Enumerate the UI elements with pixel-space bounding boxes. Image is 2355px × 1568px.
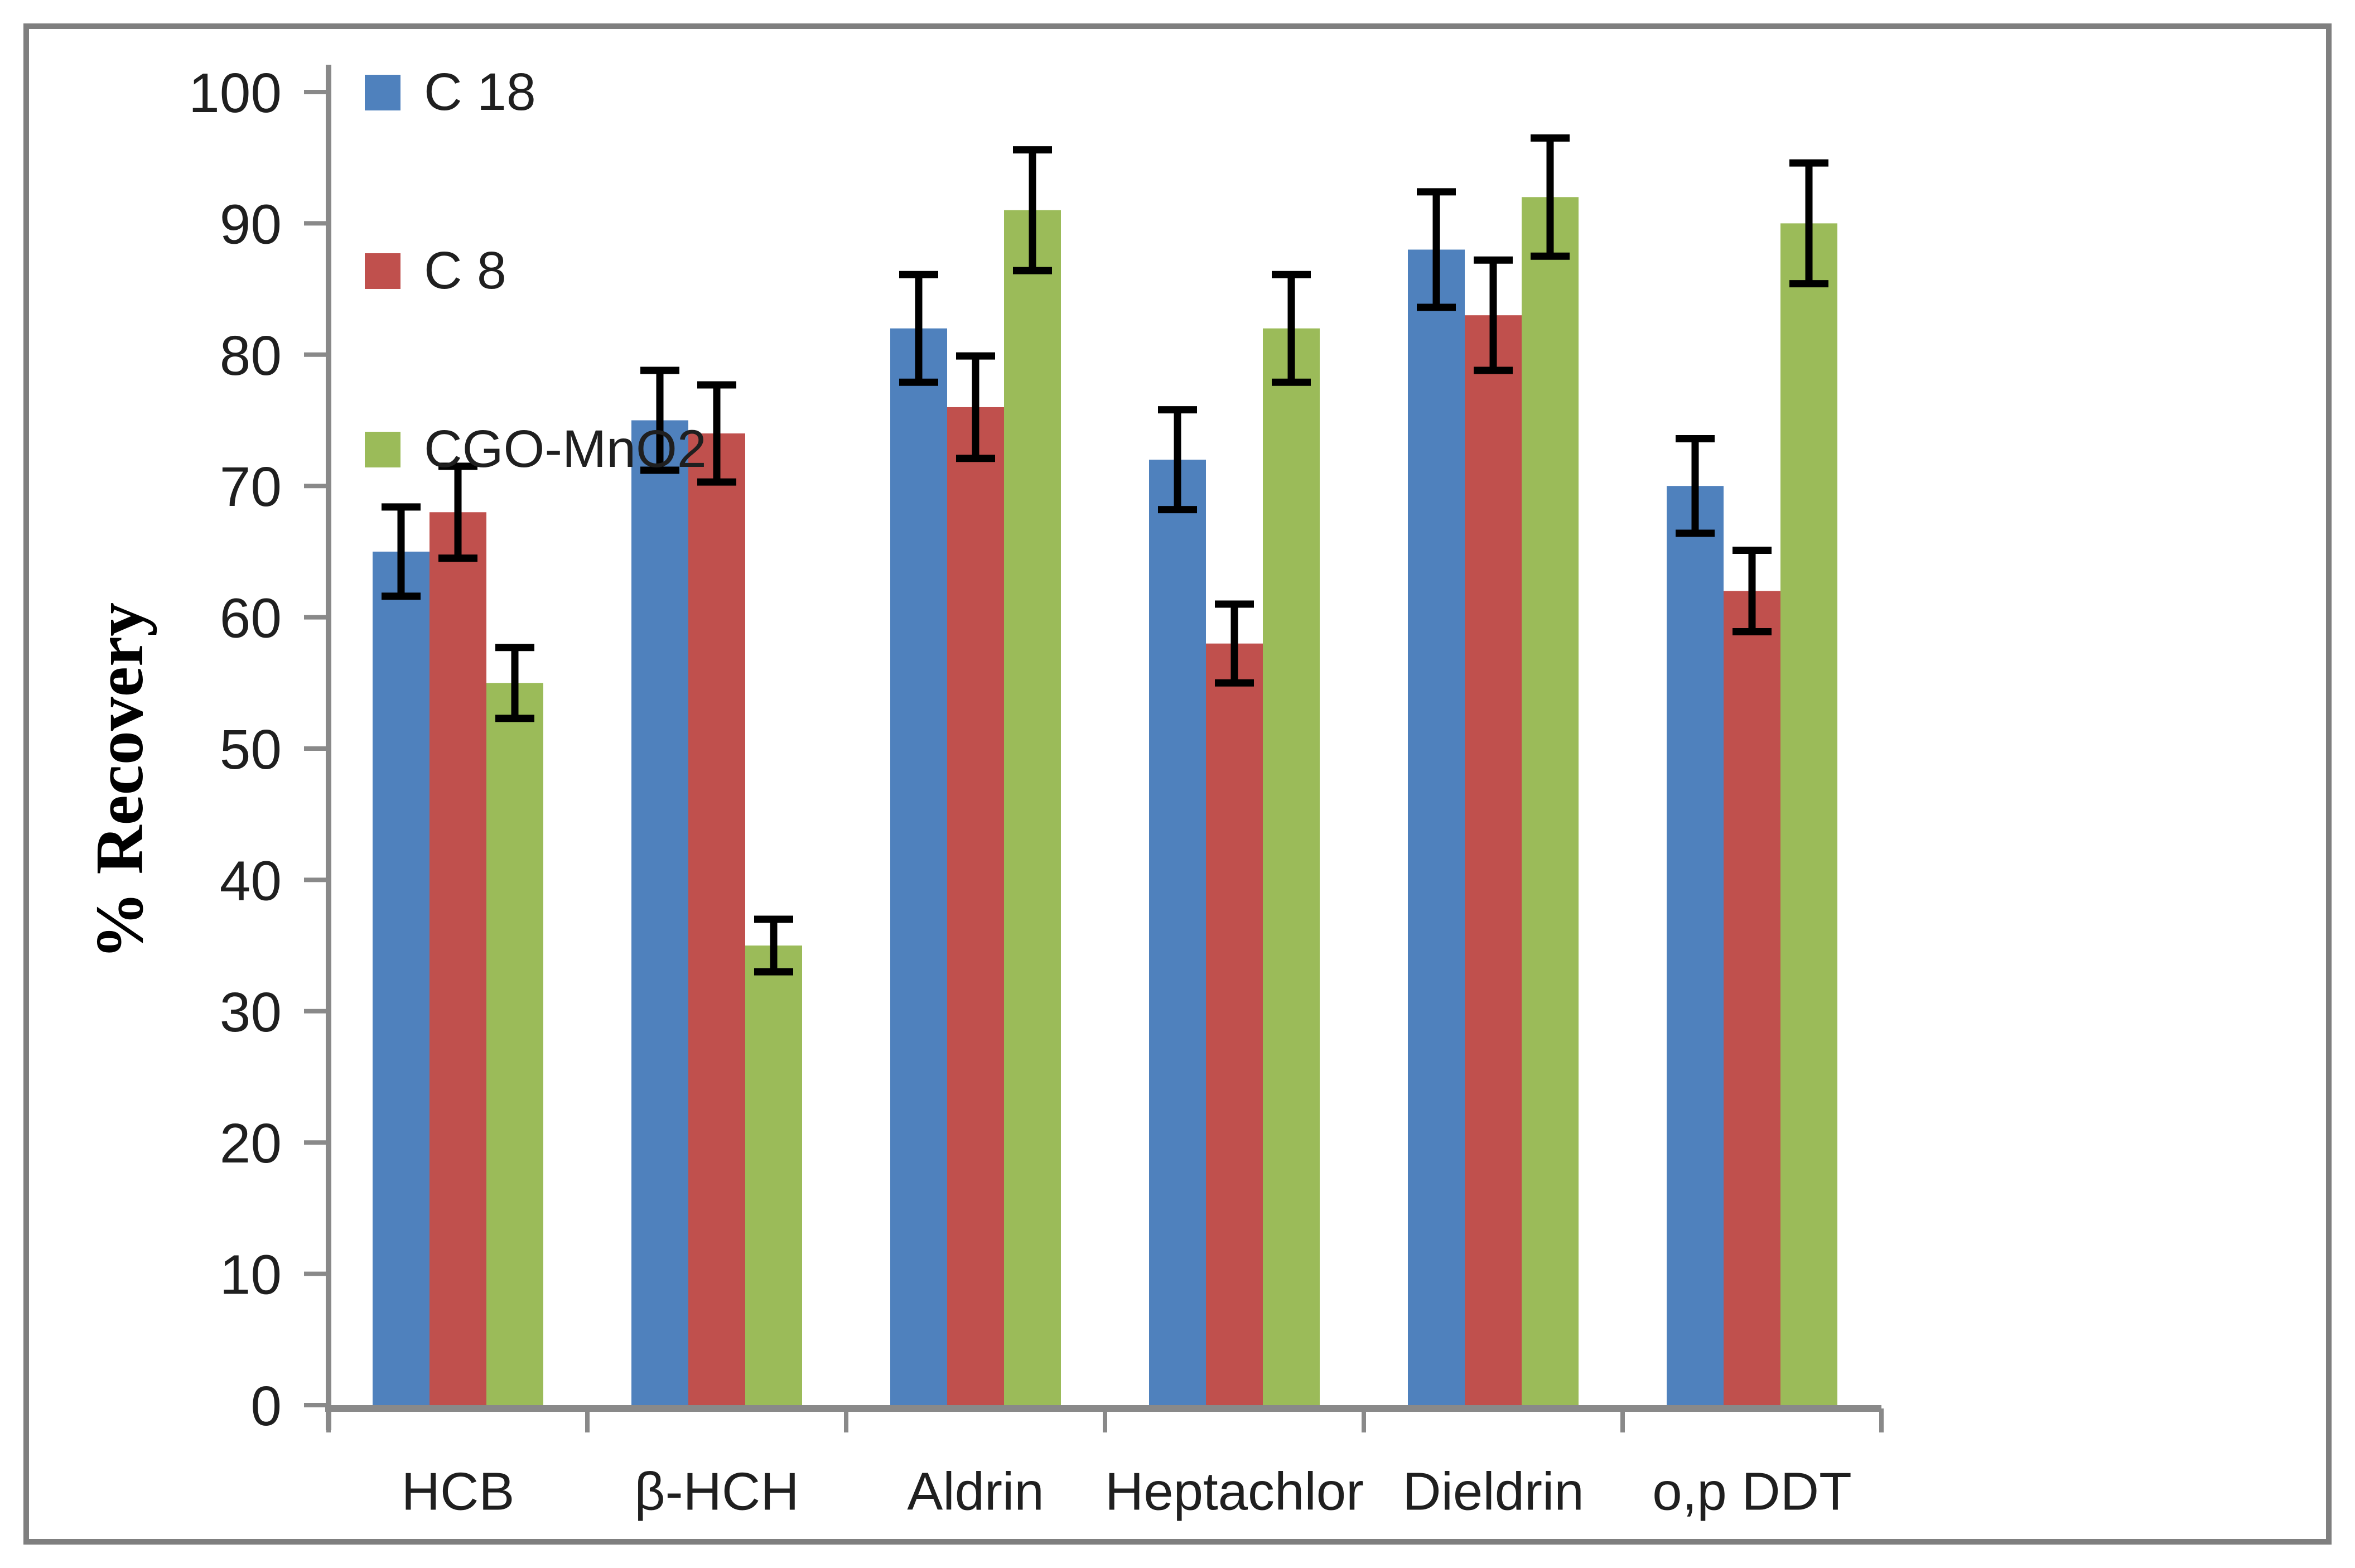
- bar-c-18-dieldrin: [1408, 249, 1465, 1406]
- y-tick-label: 80: [220, 325, 282, 387]
- figure-border: [23, 23, 2332, 1545]
- x-category-label-hch: β-HCH: [634, 1462, 799, 1522]
- y-tick-label: 40: [220, 850, 282, 912]
- bar-c-8-heptachlor: [1206, 643, 1263, 1405]
- y-tick-label: 100: [189, 62, 282, 124]
- x-category-label-aldrin: Aldrin: [907, 1462, 1044, 1522]
- bar-c-18-hch: [631, 420, 688, 1405]
- bar-cgo-mno2-hch: [745, 945, 802, 1405]
- bar-cgo-mno2-heptachlor: [1263, 328, 1320, 1405]
- bar-cgo-mno2-hcb: [486, 683, 543, 1405]
- y-tick-label: 20: [220, 1112, 282, 1175]
- y-tick-label: 60: [220, 587, 282, 650]
- x-category-label-o-p-ddt: o,p DDT: [1652, 1462, 1851, 1522]
- legend-label: C 18: [424, 62, 536, 122]
- bar-c-18-aldrin: [890, 328, 947, 1405]
- legend-item-c-18: C 18: [365, 66, 707, 119]
- bar-c-8-dieldrin: [1465, 315, 1522, 1406]
- x-category-label-heptachlor: Heptachlor: [1105, 1462, 1364, 1522]
- bar-c-8-aldrin: [947, 407, 1004, 1406]
- y-tick-label: 90: [220, 193, 282, 255]
- y-axis-title: % Recovery: [82, 602, 157, 960]
- x-category-label-hcb: HCB: [402, 1462, 515, 1522]
- x-category-label-dieldrin: Dieldrin: [1402, 1462, 1584, 1522]
- legend-swatch-cgo-mno2: [365, 431, 400, 467]
- bar-c-18-heptachlor: [1149, 460, 1206, 1405]
- bar-c-8-o-p-ddt: [1724, 591, 1780, 1405]
- legend-swatch-c-8: [365, 253, 400, 289]
- legend-label: CGO-MnO2: [424, 419, 707, 479]
- bar-cgo-mno2-o-p-ddt: [1780, 223, 1837, 1406]
- legend-item-cgo-mno2: CGO-MnO2: [365, 423, 707, 476]
- legend-item-c-8: C 8: [365, 244, 707, 297]
- y-tick-label: 30: [220, 981, 282, 1044]
- bar-c-18-hcb: [373, 551, 430, 1405]
- y-tick-label: 0: [250, 1375, 282, 1437]
- bar-cgo-mno2-dieldrin: [1522, 197, 1579, 1405]
- bar-c-8-hcb: [430, 512, 486, 1405]
- legend-label: C 8: [424, 241, 506, 300]
- legend-swatch-c-18: [365, 74, 400, 110]
- bar-c-18-o-p-ddt: [1667, 486, 1724, 1406]
- y-tick-label: 50: [220, 718, 282, 781]
- legend: C 18 C 8 CGO-MnO2: [365, 66, 707, 476]
- bar-c-8-hch: [688, 433, 745, 1405]
- bar-cgo-mno2-aldrin: [1004, 210, 1061, 1406]
- y-tick-label: 10: [220, 1244, 282, 1306]
- y-tick-label: 70: [220, 456, 282, 518]
